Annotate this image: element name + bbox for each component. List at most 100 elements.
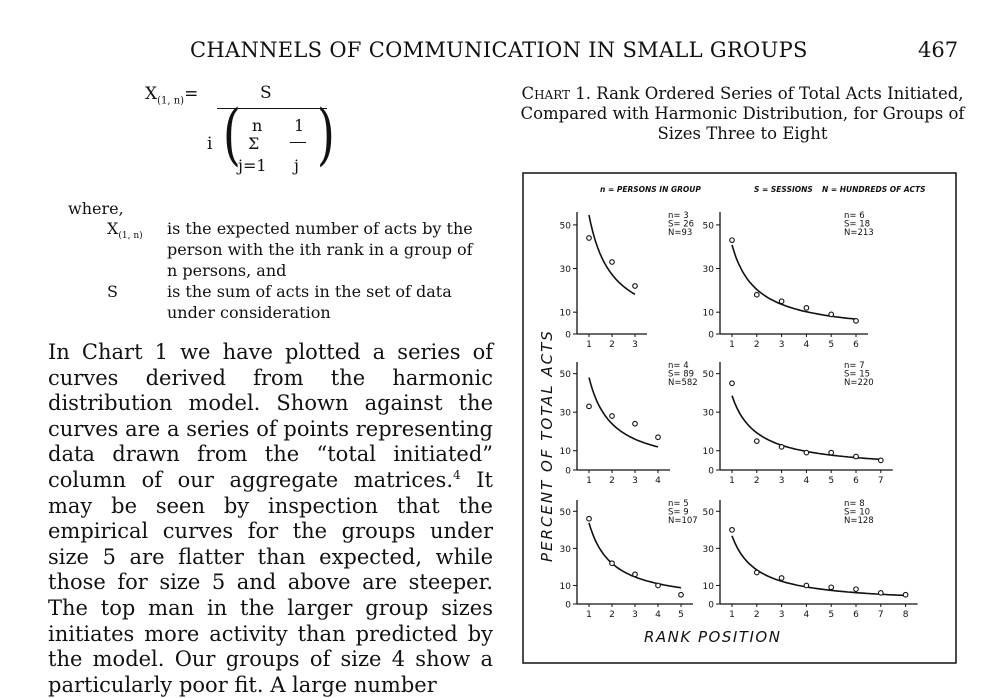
equation-numerator: S xyxy=(260,83,272,103)
data-point xyxy=(753,438,760,444)
chart-frame xyxy=(522,172,957,664)
panel-stat-label: n= 5 xyxy=(668,499,689,509)
x-tick-label: 4 xyxy=(804,476,810,486)
sum-lower-limit: j=1 xyxy=(238,156,267,175)
y-tick-label: 0 xyxy=(708,467,714,477)
x-tick-label: 1 xyxy=(586,610,592,620)
data-point xyxy=(753,291,760,298)
data-point xyxy=(828,311,835,318)
legend-item: S = SESSIONS xyxy=(754,185,813,194)
equation-lhs: X(1, n)= xyxy=(145,84,199,107)
x-tick-label: 2 xyxy=(609,476,615,486)
x-tick-label: 3 xyxy=(779,610,785,620)
x-tick-label: 8 xyxy=(903,610,909,620)
y-axis-label: PERCENT OF TOTAL ACTS xyxy=(538,329,556,562)
definition-text: n persons, and xyxy=(167,261,287,280)
body-paragraph: In Chart 1 we have plotted a series of c… xyxy=(48,340,493,697)
panel-stat-label: N=93 xyxy=(668,228,692,238)
y-tick-label: 10 xyxy=(560,309,572,319)
x-tick-label: 2 xyxy=(754,340,760,350)
data-point xyxy=(586,403,592,410)
data-point xyxy=(632,283,638,289)
x-tick-label: 4 xyxy=(655,610,661,620)
data-point xyxy=(828,449,835,456)
y-tick-label: 10 xyxy=(560,447,572,457)
y-tick-label: 0 xyxy=(708,331,714,341)
data-point xyxy=(729,526,735,533)
x-tick-label: 3 xyxy=(632,610,638,620)
x-tick-label: 6 xyxy=(853,610,859,620)
harmonic-curve xyxy=(588,522,682,589)
x-tick-label: 4 xyxy=(655,476,661,486)
data-point xyxy=(778,575,785,581)
y-tick-label: 10 xyxy=(703,309,715,319)
y-tick-label: 10 xyxy=(560,582,572,592)
data-point xyxy=(803,582,810,589)
x-tick-label: 7 xyxy=(878,610,884,620)
definition-text: is the sum of acts in the set of data xyxy=(167,282,452,301)
y-tick-label: 30 xyxy=(703,409,715,419)
x-tick-label: 2 xyxy=(754,476,760,486)
data-point xyxy=(853,318,859,324)
data-point xyxy=(753,569,760,576)
x-tick-label: 4 xyxy=(804,610,810,620)
y-tick-label: 0 xyxy=(565,467,571,477)
data-point xyxy=(586,515,592,522)
header-title: CHANNELS OF COMMUNICATION IN SMALL GROUP… xyxy=(190,38,808,62)
sum-symbol: Σ xyxy=(248,134,260,153)
data-point xyxy=(803,304,810,311)
data-point xyxy=(678,591,684,598)
panel-stat-label: n= 4 xyxy=(668,361,689,371)
inner-fraction-denominator: j xyxy=(294,156,299,175)
data-point xyxy=(655,582,661,589)
panel-stat-label: N=213 xyxy=(844,228,874,238)
panel-stat-label: N=220 xyxy=(844,378,874,388)
y-tick-label: 30 xyxy=(703,265,715,275)
data-point xyxy=(778,298,785,305)
panel-stat-label: S= 15 xyxy=(844,370,870,380)
y-tick-label: 10 xyxy=(703,447,715,457)
y-tick-label: 50 xyxy=(703,221,715,231)
definition-text: under consideration xyxy=(167,303,331,322)
data-point xyxy=(877,457,884,464)
harmonic-curve xyxy=(588,214,636,296)
panel-stat-label: S= 10 xyxy=(844,508,870,518)
footnote-ref: 4 xyxy=(453,467,461,482)
data-point xyxy=(729,237,735,244)
chart-caption-text: Rank Ordered Series of Total Acts Initia… xyxy=(520,84,965,143)
panel-stat-label: S= 89 xyxy=(668,370,694,380)
y-tick-label: 30 xyxy=(560,265,572,275)
data-point xyxy=(609,413,615,419)
harmonic-curve xyxy=(731,244,857,320)
data-point xyxy=(778,444,785,450)
equation-left-paren: ( xyxy=(222,96,241,173)
x-tick-label: 4 xyxy=(804,340,810,350)
x-tick-label: 1 xyxy=(729,610,735,620)
y-tick-label: 10 xyxy=(703,582,715,592)
chart-caption-label: Chart 1. xyxy=(521,84,592,103)
data-point xyxy=(853,586,859,593)
panel-stat-label: N=582 xyxy=(668,378,698,388)
panel-stat-label: N=128 xyxy=(844,516,874,526)
panel-stat-label: n= 6 xyxy=(844,211,865,221)
data-point xyxy=(729,380,735,387)
y-tick-label: 30 xyxy=(560,409,572,419)
where-label: where, xyxy=(68,199,124,218)
panel-stat-label: n= 7 xyxy=(844,361,865,371)
x-tick-label: 5 xyxy=(828,340,834,350)
data-point xyxy=(609,560,615,567)
inner-fraction-bar xyxy=(290,142,306,143)
legend-item: n = PERSONS IN GROUP xyxy=(600,185,701,194)
data-point xyxy=(632,571,638,578)
data-point xyxy=(609,259,615,265)
panel-stat-label: S= 26 xyxy=(668,220,694,230)
x-tick-label: 3 xyxy=(779,340,785,350)
data-point xyxy=(877,590,884,596)
panel-stat-label: S= 9 xyxy=(668,508,689,518)
x-axis-label: RANK POSITION xyxy=(644,628,781,646)
definition-term: S xyxy=(107,282,118,301)
definition-text: is the expected number of acts by the xyxy=(167,219,473,238)
page-number: 467 xyxy=(918,38,959,62)
panel-stat-label: n= 8 xyxy=(844,499,865,509)
legend-item: N = HUNDREDS OF ACTS xyxy=(822,185,926,194)
